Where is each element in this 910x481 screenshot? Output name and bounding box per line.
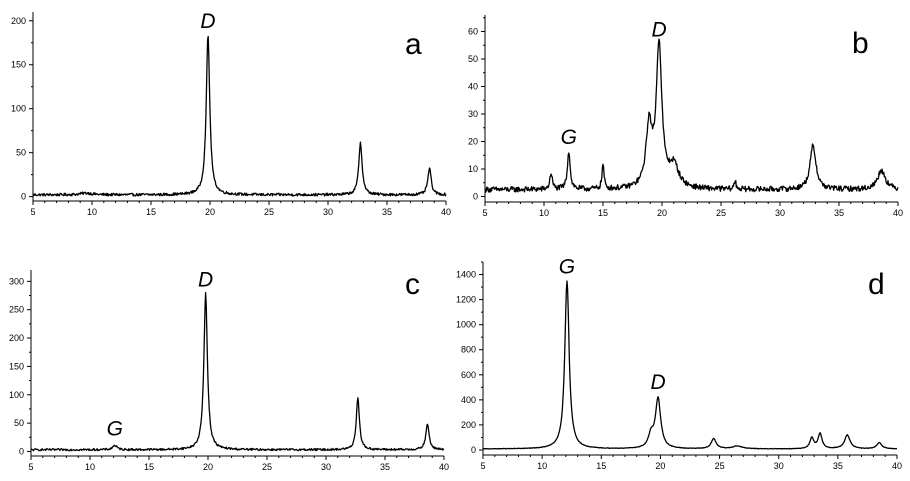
y-tick-label: 600 [461, 370, 476, 380]
y-tick-label: 250 [9, 305, 24, 315]
series-line [32, 35, 447, 197]
panel-b: 5 10 15 20 25 30 35 40 0 10 20 30 40 50 60 G D b [468, 15, 903, 218]
y-tick-label: 0 [473, 192, 478, 202]
x-tick-label: 40 [441, 207, 451, 217]
y-tick-label: 0 [19, 446, 24, 456]
series-line [484, 38, 899, 193]
x-tick-label: 25 [716, 208, 726, 218]
x-tick-label: 30 [774, 461, 784, 471]
x-tick-label: 30 [775, 208, 785, 218]
x-tick-label: 35 [382, 207, 392, 217]
panel-c: 5 10 15 20 25 30 35 40 0 50 100 150 200 250 300 G D c [9, 268, 449, 472]
series-line [482, 280, 898, 450]
y-tick-label: 200 [9, 333, 24, 343]
y-tick-label: 200 [461, 420, 476, 430]
panel-d: 5 10 15 20 25 30 35 400200400600800100012001400… [456, 256, 902, 471]
x-tick-label: 10 [87, 207, 97, 217]
panel-letter: d [868, 268, 885, 301]
y-tick-label: 150 [11, 60, 26, 70]
y-tick-label: 200 [11, 16, 26, 26]
x-tick-label: 15 [144, 462, 154, 472]
panel-letter: c [405, 268, 420, 301]
y-tick-label: 0 [471, 445, 476, 455]
peak-label-G: G [107, 417, 123, 440]
x-tick-label: 15 [596, 461, 606, 471]
y-tick-label: 300 [9, 276, 24, 286]
x-tick-label: 20 [203, 462, 213, 472]
y-tick-label: 50 [468, 54, 478, 64]
x-tick-label: 15 [598, 208, 608, 218]
x-tick-label: 25 [262, 462, 272, 472]
x-tick-label: 10 [85, 462, 95, 472]
x-tick-label: 35 [834, 208, 844, 218]
x-tick-label: 40 [439, 462, 449, 472]
y-tick-label: 100 [9, 390, 24, 400]
x-tick-label: 35 [380, 462, 390, 472]
y-tick-label: 1200 [456, 295, 476, 305]
x-tick-label: 30 [323, 207, 333, 217]
x-tick-label: 25 [715, 461, 725, 471]
x-tick-label: 5 [30, 207, 35, 217]
peak-label-D: D [200, 10, 215, 33]
y-tick-label: 1000 [456, 320, 476, 330]
y-tick-label: 800 [461, 345, 476, 355]
y-tick-label: 20 [468, 137, 478, 147]
y-tick-label: 60 [468, 27, 478, 37]
x-tick-label: 5 [480, 461, 485, 471]
peak-label-D: D [650, 371, 665, 394]
series-line [30, 291, 445, 452]
y-tick-label: 150 [9, 361, 24, 371]
x-tick-label: 10 [537, 461, 547, 471]
y-tick-label: 50 [14, 418, 24, 428]
panel-a: 5 10 15 20 25 30 35 40 0 50 100 150 200 Da [11, 10, 451, 217]
peak-label-G: G [561, 126, 577, 149]
x-tick-label: 20 [655, 461, 665, 471]
y-tick-label: 100 [11, 104, 26, 114]
peak-label-D: D [651, 19, 666, 42]
x-tick-label: 5 [28, 462, 33, 472]
x-tick-label: 40 [893, 208, 903, 218]
panel-letter: a [405, 28, 422, 61]
x-tick-label: 35 [833, 461, 843, 471]
y-tick-label: 1400 [456, 270, 476, 280]
peak-label-D: D [198, 269, 213, 292]
y-tick-label: 50 [16, 148, 26, 158]
x-tick-label: 15 [146, 207, 156, 217]
y-tick-label: 400 [461, 395, 476, 405]
y-tick-label: 30 [468, 109, 478, 119]
peak-label-G: G [559, 256, 575, 279]
y-tick-label: 10 [468, 164, 478, 174]
x-tick-label: 40 [892, 461, 902, 471]
y-tick-label: 0 [21, 192, 26, 202]
x-tick-label: 20 [657, 208, 667, 218]
x-tick-label: 25 [264, 207, 274, 217]
x-tick-label: 20 [205, 207, 215, 217]
x-tick-label: 5 [482, 208, 487, 218]
y-tick-label: 40 [468, 82, 478, 92]
x-tick-label: 10 [539, 208, 549, 218]
panel-letter: b [852, 27, 869, 60]
x-tick-label: 30 [321, 462, 331, 472]
